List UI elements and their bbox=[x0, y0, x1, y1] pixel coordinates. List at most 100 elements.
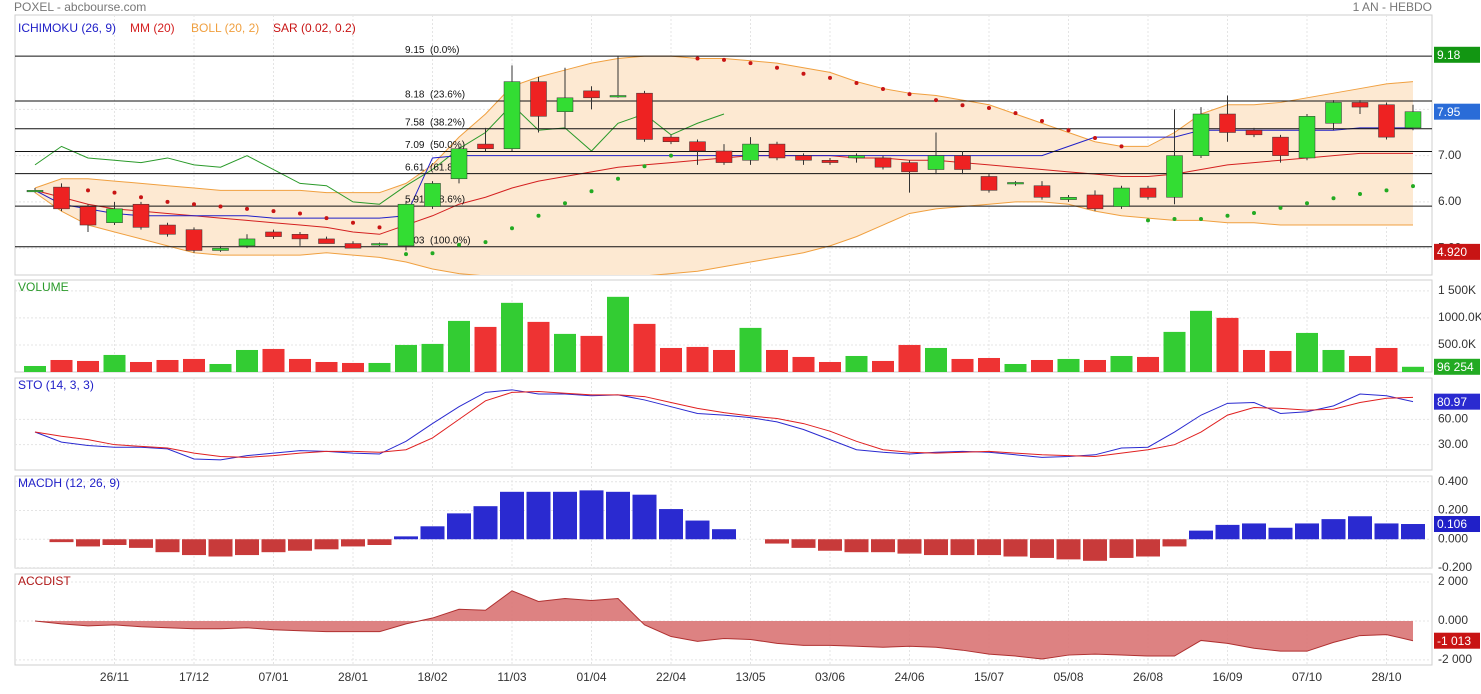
volume-bar bbox=[1110, 355, 1133, 372]
candle-body bbox=[954, 155, 971, 170]
legend-entry: SAR (0.02, 0.2) bbox=[273, 21, 356, 35]
macd-bar bbox=[977, 539, 1001, 556]
macd-bar bbox=[1321, 519, 1346, 540]
macd-bar bbox=[1109, 539, 1134, 558]
x-tick-label: 22/04 bbox=[656, 670, 686, 684]
macd-bar bbox=[394, 536, 418, 540]
volume-bar bbox=[766, 349, 788, 372]
macd-bar bbox=[818, 539, 842, 551]
panel-title: VOLUME bbox=[18, 280, 69, 294]
value-badge-label: 80.97 bbox=[1437, 395, 1467, 409]
sar-dot bbox=[1358, 192, 1362, 197]
fib-label: 6.61 (61.8%) bbox=[405, 162, 465, 173]
sar-dot bbox=[1199, 217, 1203, 222]
macd-bar bbox=[1056, 539, 1081, 560]
sar-dot bbox=[642, 164, 647, 169]
sar-dot bbox=[377, 225, 382, 230]
legend-entry: ICHIMOKU (26, 9) bbox=[18, 21, 116, 35]
macd-bar bbox=[420, 526, 445, 540]
x-tick-label: 07/10 bbox=[1292, 670, 1322, 684]
volume-bar bbox=[1375, 347, 1398, 372]
sar-dot bbox=[563, 201, 567, 206]
macd-bar bbox=[1374, 523, 1399, 540]
candle-body bbox=[848, 155, 865, 159]
y-tick-label: -0.200 bbox=[1438, 560, 1472, 574]
panel-plot bbox=[15, 378, 1432, 470]
candle-body bbox=[424, 183, 441, 207]
y-tick-label: 0.200 bbox=[1438, 503, 1468, 517]
macd-bar bbox=[632, 494, 657, 540]
ichimoku-lagging bbox=[34, 104, 725, 205]
value-badge bbox=[1434, 243, 1480, 260]
y-tick-label: 6.00 bbox=[1438, 194, 1462, 208]
sar-dot bbox=[245, 206, 249, 211]
volume-bar bbox=[819, 361, 841, 372]
volume-bar bbox=[501, 302, 523, 372]
macd-bar bbox=[924, 539, 948, 556]
sar-dot bbox=[324, 216, 329, 221]
axis: 5.006.007.008.009.187.954.920 bbox=[1434, 46, 1480, 260]
candle-body bbox=[450, 148, 468, 180]
volume-bar bbox=[289, 358, 311, 372]
boll-lower bbox=[34, 192, 1413, 275]
candle-body bbox=[874, 157, 892, 168]
candle-body bbox=[821, 160, 839, 163]
candle-body bbox=[106, 208, 123, 223]
y-tick-label: 1000.0K bbox=[1438, 310, 1481, 324]
y-tick-label: 0.000 bbox=[1438, 531, 1468, 545]
value-badge bbox=[1434, 393, 1480, 410]
volume-bar bbox=[925, 347, 947, 372]
sar-dot bbox=[271, 209, 276, 214]
macd-bar bbox=[1003, 539, 1028, 557]
macd-bar bbox=[447, 513, 471, 540]
candle-body bbox=[795, 155, 812, 161]
sar-dot bbox=[430, 251, 435, 256]
y-tick-label: 0.000 bbox=[1438, 613, 1468, 627]
candle-body bbox=[1166, 155, 1183, 198]
panel bbox=[14, 573, 1433, 666]
candle-body bbox=[79, 206, 97, 226]
sar-dot bbox=[1066, 128, 1071, 133]
sar-dot bbox=[695, 56, 700, 61]
x-tick-label: 15/07 bbox=[974, 670, 1004, 684]
sar-dot bbox=[934, 98, 938, 103]
candle-body bbox=[1086, 194, 1104, 210]
candle-body bbox=[1219, 113, 1236, 133]
sar-dot bbox=[1146, 218, 1150, 223]
sar-dot bbox=[907, 92, 912, 97]
value-badge-label: 0.106 bbox=[1437, 517, 1467, 531]
candle-body bbox=[662, 136, 680, 143]
axis: 2 000 0.000 -2 000 -1 013 bbox=[1434, 574, 1480, 666]
macd-bar bbox=[791, 539, 816, 548]
sar-dot bbox=[1252, 211, 1256, 216]
y-tick-label: 1 500K bbox=[1438, 283, 1476, 297]
fib-label: 7.09 (50.0%) bbox=[405, 140, 465, 151]
sar-dot bbox=[536, 213, 541, 218]
value-badge bbox=[1434, 358, 1480, 375]
sar-dot bbox=[1172, 217, 1177, 222]
sar-dot bbox=[192, 202, 196, 207]
sar-dot bbox=[987, 105, 991, 110]
candle-body bbox=[212, 247, 229, 251]
candle-body bbox=[1272, 136, 1289, 156]
value-badge bbox=[1434, 103, 1480, 120]
sar-dot bbox=[404, 252, 408, 257]
macd-bar bbox=[950, 539, 975, 556]
candle-body bbox=[1033, 185, 1051, 198]
volume-bar bbox=[1243, 349, 1265, 372]
volume-bar bbox=[1084, 359, 1106, 372]
candle-body bbox=[980, 176, 998, 191]
sar-dot bbox=[854, 81, 859, 86]
volume-bar bbox=[315, 361, 338, 372]
volume-bar bbox=[1402, 366, 1424, 372]
volume-bar bbox=[1349, 355, 1371, 372]
candle-body bbox=[185, 229, 203, 251]
sar-dot bbox=[828, 75, 832, 80]
macd-bar bbox=[1295, 523, 1319, 540]
axis: 500.0K 1000.0K 1 500K 96 254 bbox=[1434, 283, 1481, 375]
value-badge bbox=[1434, 516, 1480, 533]
macd-bar bbox=[1268, 527, 1293, 540]
candle-body bbox=[397, 203, 415, 247]
volume-bar bbox=[77, 360, 99, 372]
candle-body bbox=[132, 203, 150, 228]
